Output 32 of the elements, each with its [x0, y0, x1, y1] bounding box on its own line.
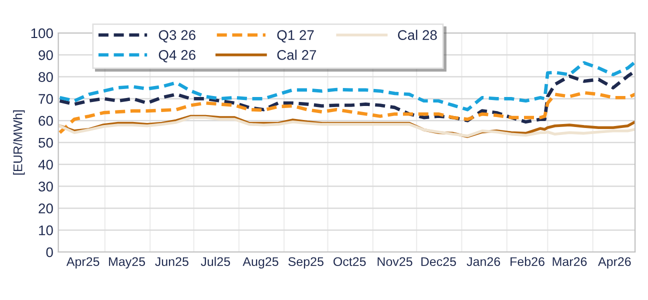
legend-label: Q3 26 [158, 30, 196, 42]
legend-label: Cal 28 [398, 30, 437, 40]
y-tick-label: 30 [38, 182, 53, 192]
y-tick-label: 10 [39, 225, 53, 236]
x-tick-label: Dec25 [421, 257, 456, 266]
y-tick-label: 50 [38, 138, 53, 148]
x-tick-label: Feb26 [510, 256, 544, 266]
line-series [58, 91, 636, 134]
x-tick-label: Jun25 [155, 257, 188, 266]
line-series [58, 69, 636, 124]
y-tick-label: 100 [31, 28, 53, 38]
legend-label: Q4 26 [158, 50, 196, 62]
x-tick-label: May25 [109, 257, 146, 269]
x-tick-label: Apr25 [66, 257, 100, 269]
y-tick-label: 40 [38, 160, 53, 170]
x-tick-label: Aug25 [242, 257, 278, 269]
y-tick-label: 90 [38, 50, 53, 60]
x-tick-label: Sep25 [288, 257, 324, 269]
y-axis-title: [EUR/MWh] [13, 110, 25, 175]
legend-label: Q1 27 [277, 30, 314, 42]
x-tick-label: Jan26 [466, 257, 500, 266]
x-tick-label: Nov25 [378, 257, 412, 266]
x-tick-label: Oct25 [334, 257, 366, 266]
y-tick-label: 70 [38, 94, 53, 104]
y-tick-label: 0 [46, 247, 53, 258]
y-tick-label: 80 [38, 72, 53, 82]
x-tick-label: Apr26 [598, 257, 631, 269]
x-tick-label: Jul25 [200, 256, 230, 266]
y-tick-label: 60 [38, 116, 53, 126]
legend-label: Cal 27 [277, 50, 316, 60]
x-tick-label: Mar26 [552, 257, 587, 266]
y-tick-label: 20 [38, 204, 53, 214]
